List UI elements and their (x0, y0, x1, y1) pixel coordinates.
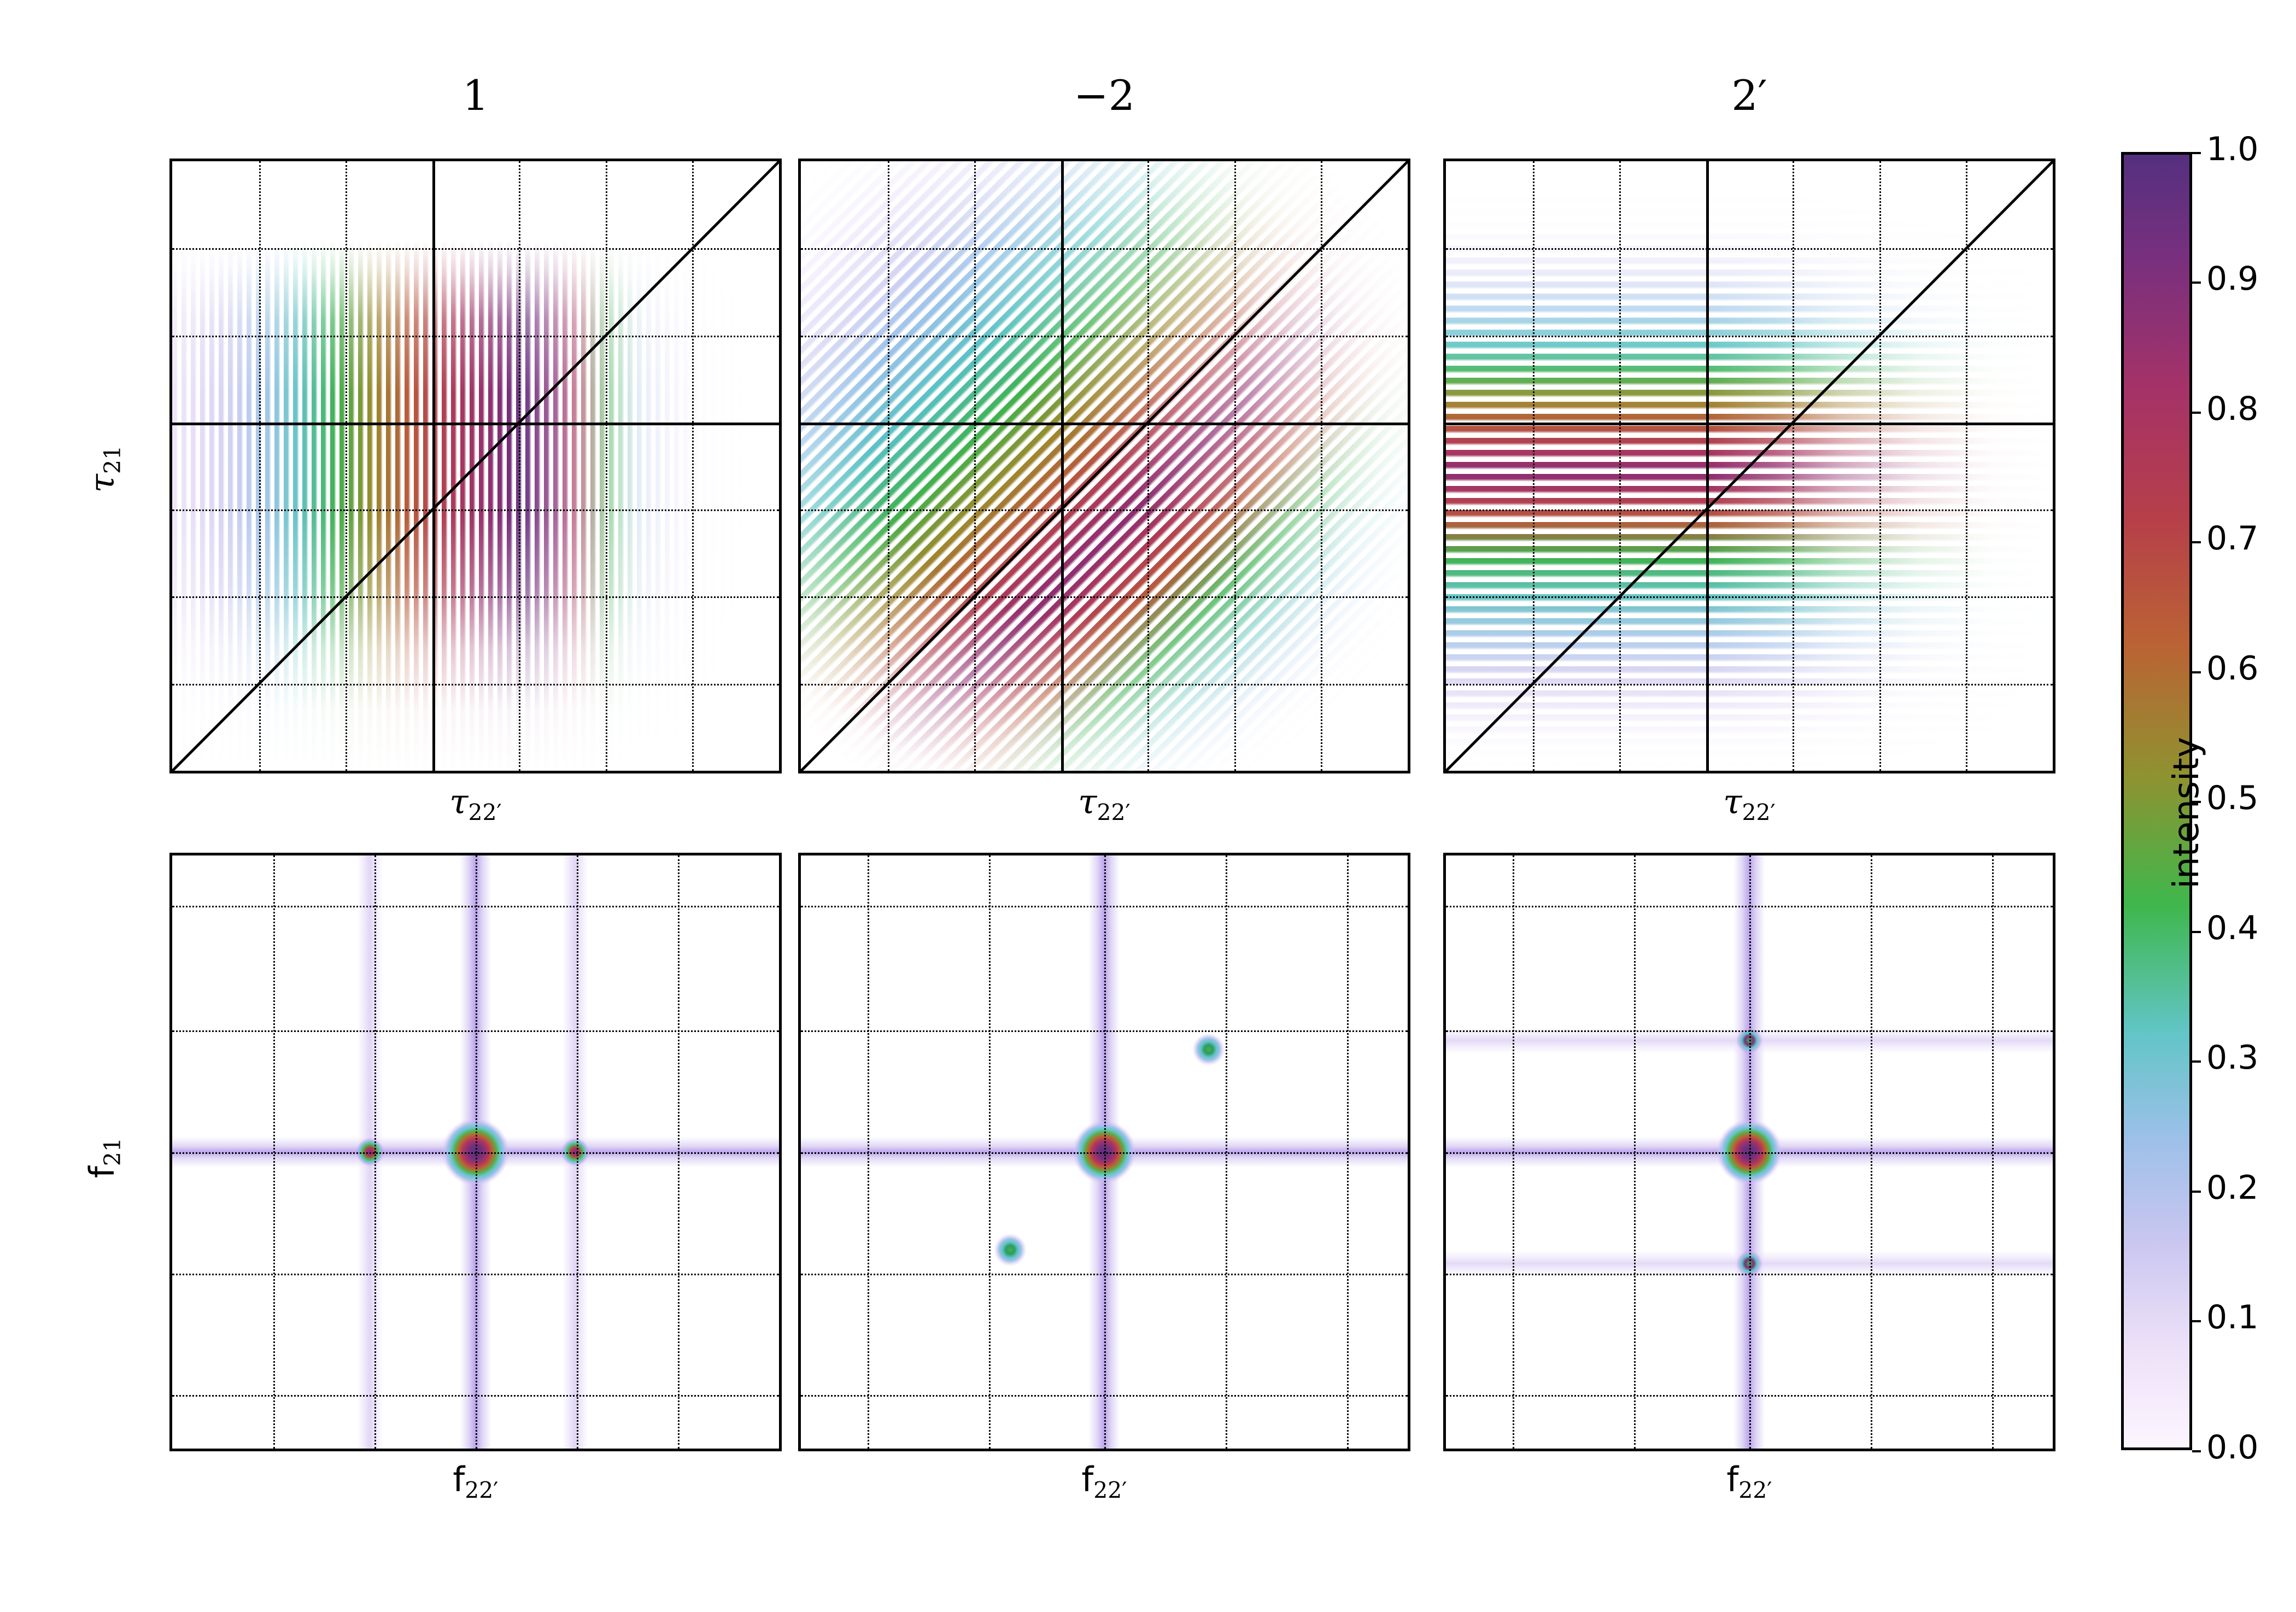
x-axis-label-top-3-symbol: τ (1723, 782, 1742, 822)
x-axis-label-bottom-3-subscript: 22′ (1738, 1477, 1772, 1504)
x-axis-label-bottom-1-symbol: f (453, 1459, 465, 1499)
peak-satellite-right (172, 855, 779, 1449)
colorbar-tick-label: 0.1 (2206, 1298, 2259, 1337)
colorbar-tick-label: 0.5 (2206, 779, 2259, 817)
x-axis-label-top-2-subscript: 22′ (1097, 799, 1131, 826)
y-axis-label-top-symbol: τ (81, 474, 122, 493)
y-axis-label-bottom-subscript: 21 (99, 1138, 126, 1166)
colorbar-tick-label: 0.3 (2206, 1039, 2259, 1077)
panel-bottom-3[interactable] (1443, 853, 2055, 1451)
x-axis-label-top-3-subscript: 22′ (1742, 799, 1776, 826)
x-axis-label-bottom-3: f22′ (1443, 1459, 2055, 1503)
panel-bottom-2-field (801, 855, 1408, 1449)
crosshair-horizontal (1446, 422, 2053, 425)
crosshair-vertical (432, 161, 435, 771)
colorbar-tick-label: 0.2 (2206, 1169, 2259, 1207)
panel-title-2: −2 (1073, 71, 1135, 120)
x-axis-label-bottom-1-subscript: 22′ (465, 1477, 499, 1504)
peak-satellite-lower (1446, 855, 2053, 1449)
panel-bottom-2[interactable] (798, 853, 1410, 1451)
x-axis-label-bottom-2-symbol: f (1081, 1459, 1094, 1499)
colorbar-tick (2192, 541, 2201, 543)
x-axis-label-top-1-symbol: τ (449, 782, 468, 822)
panel-title-1: 1 (462, 71, 489, 120)
panel-top-2[interactable] (798, 159, 1410, 773)
colorbar-tick-label: 0.6 (2206, 649, 2259, 688)
colorbar-tick (2192, 1060, 2201, 1063)
panel-top-3-field (1446, 161, 2053, 771)
x-axis-label-bottom-3-symbol: f (1726, 1459, 1739, 1499)
colorbar-tick-label: 0.0 (2206, 1428, 2259, 1467)
colorbar-tick (2192, 282, 2201, 284)
x-axis-label-top-2: τ22′ (798, 782, 1410, 825)
panel-bottom-1-field (172, 855, 779, 1449)
field-envelope-h (172, 161, 779, 771)
peak-satellite-lower-left (801, 855, 1408, 1449)
field-envelope-quadrant (801, 161, 1408, 771)
x-axis-label-bottom-1: f22′ (169, 1459, 782, 1503)
x-axis-label-top-2-symbol: τ (1078, 782, 1097, 822)
panel-top-1-field (172, 161, 779, 771)
colorbar-tick (2192, 1450, 2201, 1452)
crosshair-vertical (1706, 161, 1709, 771)
colorbar-tick (2192, 801, 2201, 803)
y-axis-label-top: τ21 (82, 398, 126, 540)
field-envelope-v (1446, 161, 2053, 771)
colorbar-label: intensity (2166, 737, 2207, 889)
y-axis-label-bottom: f21 (82, 1087, 126, 1229)
y-axis-label-bottom-symbol: f (81, 1166, 122, 1179)
colorbar-tick-label: 0.4 (2206, 909, 2259, 947)
panel-top-1[interactable] (169, 159, 782, 773)
panel-bottom-1[interactable] (169, 853, 782, 1451)
panel-bottom-3-field (1446, 855, 2053, 1449)
colorbar-tick (2192, 152, 2201, 154)
panel-title-3: 2′ (1731, 71, 1767, 120)
colorbar-tick (2192, 931, 2201, 933)
colorbar-tick-label: 0.8 (2206, 390, 2259, 428)
colorbar-tick (2192, 412, 2201, 414)
colorbar-tick (2192, 1320, 2201, 1322)
x-axis-label-bottom-2: f22′ (798, 1459, 1410, 1503)
y-axis-label-top-subscript: 21 (99, 445, 126, 474)
panel-top-3[interactable] (1443, 159, 2055, 773)
x-axis-label-top-1-subscript: 22′ (468, 799, 502, 826)
crosshair-vertical (1061, 161, 1064, 771)
colorbar-tick-label: 0.7 (2206, 519, 2259, 558)
colorbar[interactable] (2121, 152, 2192, 1450)
panel-top-2-field (801, 161, 1408, 771)
x-axis-label-bottom-2-subscript: 22′ (1093, 1477, 1127, 1504)
x-axis-label-top-3: τ22′ (1443, 782, 2055, 825)
colorbar-tick-label: 1.0 (2206, 130, 2259, 168)
x-axis-label-top-1: τ22′ (169, 782, 782, 825)
colorbar-tick (2192, 1191, 2201, 1193)
crosshair-horizontal (801, 422, 1408, 425)
colorbar-tick-label: 0.9 (2206, 260, 2259, 298)
colorbar-tick (2192, 671, 2201, 673)
crosshair-horizontal (172, 422, 779, 425)
